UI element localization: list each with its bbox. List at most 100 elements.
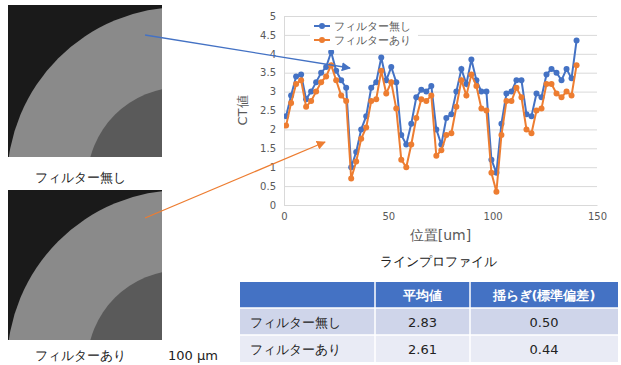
marker: [373, 96, 379, 102]
table-rule: [240, 307, 618, 309]
marker: [403, 164, 409, 170]
table-rule: [374, 282, 376, 362]
y-tick-label: 3: [270, 86, 276, 97]
marker: [569, 92, 575, 98]
marker: [498, 132, 504, 138]
marker: [358, 136, 364, 142]
x-axis: 0 50 100 150: [281, 205, 607, 222]
marker: [473, 83, 479, 89]
legend-item: フィルター無し: [314, 20, 411, 33]
marker: [468, 56, 474, 62]
marker: [448, 111, 454, 117]
marker: [523, 126, 529, 132]
marker: [559, 94, 565, 100]
marker: [388, 64, 394, 70]
x-axis-title: 位置[um]: [410, 227, 471, 243]
y-axis: 00.511.522.533.544.55: [260, 11, 597, 211]
grid-line: [284, 111, 597, 112]
marker: [564, 89, 570, 95]
marker: [323, 73, 329, 79]
specimen: [8, 190, 162, 340]
pointer-arrow: [145, 142, 325, 218]
y-tick-label: 4: [270, 49, 276, 60]
marker: [458, 77, 464, 83]
marker: [438, 147, 444, 153]
series-line: [286, 65, 576, 192]
marker: [549, 66, 555, 72]
grid-line: [284, 92, 597, 93]
grid-line: [284, 186, 597, 187]
x-tick: 100: [484, 205, 503, 222]
grid-line: [284, 129, 597, 130]
specimen-core: [87, 87, 162, 157]
y-tick: 1: [270, 162, 597, 173]
marker: [518, 94, 524, 100]
table-cell: 2.61: [408, 342, 437, 357]
legend-marker: [319, 37, 325, 43]
marker: [353, 159, 359, 165]
legend-marker: [319, 23, 325, 29]
chart-title: ラインプロファイル: [380, 254, 497, 269]
marker: [388, 79, 394, 85]
grid-line: [284, 205, 597, 206]
specimen: [8, 7, 162, 157]
marker: [298, 72, 304, 78]
marker: [528, 113, 534, 119]
scale-label: 100 μm: [168, 348, 218, 363]
marker: [513, 85, 519, 91]
marker: [378, 68, 384, 74]
marker: [318, 79, 324, 85]
marker: [343, 98, 349, 104]
legend-label: フィルターあり: [334, 34, 411, 47]
table-row-bg: [240, 308, 618, 335]
marker: [338, 92, 344, 98]
table-rule: [240, 334, 618, 336]
marker: [468, 72, 474, 78]
table-cell: 0.50: [530, 315, 559, 330]
y-tick-label: 1.5: [260, 143, 276, 154]
marker: [413, 115, 419, 121]
y-tick: 0: [270, 200, 597, 211]
marker: [378, 55, 384, 61]
table-row-bg: [240, 335, 618, 362]
specimen-core: [87, 270, 162, 340]
stats-table: 平均値揺らぎ(標準偏差)フィルター無し2.830.50フィルターあり2.610.…: [240, 282, 618, 362]
x-axis-line: [285, 205, 598, 206]
marker: [288, 100, 294, 106]
marker: [574, 62, 580, 68]
marker: [293, 81, 299, 87]
x-tick-label: 50: [382, 211, 395, 222]
marker: [549, 81, 555, 87]
marker: [408, 142, 414, 148]
legend: フィルター無しフィルターあり: [310, 18, 418, 50]
y-tick-label: 0.5: [260, 181, 276, 192]
y-tick: 0.5: [260, 181, 597, 192]
marker: [463, 92, 469, 98]
marker: [348, 176, 354, 182]
marker: [433, 153, 439, 159]
y-tick: 3.5: [260, 67, 597, 78]
marker: [508, 98, 514, 104]
marker: [448, 130, 454, 136]
y-tick-label: 2: [270, 124, 276, 135]
marker: [488, 170, 494, 176]
x-tick: 150: [588, 205, 607, 222]
figure: フィルター無しフィルターあり100 μm00.511.522.533.544.5…: [0, 0, 621, 365]
grid-line: [284, 167, 597, 168]
marker: [533, 90, 539, 96]
marker: [383, 90, 389, 96]
table-cell: フィルターあり: [250, 342, 341, 357]
marker: [298, 77, 304, 83]
marker: [544, 72, 550, 78]
grid-line: [284, 16, 597, 17]
marker: [554, 70, 560, 76]
y-axis-title: CT値: [235, 95, 250, 125]
marker: [423, 98, 429, 104]
table-cell: フィルター無し: [250, 315, 341, 330]
marker: [483, 89, 489, 95]
marker: [528, 130, 534, 136]
x-tick-label: 0: [281, 211, 287, 222]
marker: [398, 157, 404, 163]
grid-line: [284, 73, 597, 74]
marker: [559, 77, 565, 83]
